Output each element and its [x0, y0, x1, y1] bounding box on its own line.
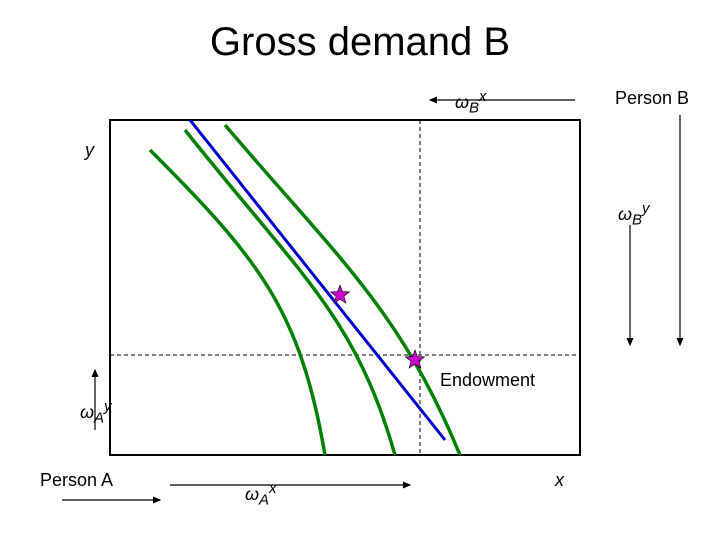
indiff-curve-3: [225, 125, 460, 455]
budget-line: [190, 120, 445, 440]
edgeworth-box: [110, 120, 580, 455]
slide: Gross demand B ωBx Person B y ωBy Endowm…: [0, 0, 720, 540]
diagram-svg: [0, 0, 720, 540]
curves-group: [150, 120, 460, 455]
indiff-curve-2: [185, 130, 395, 455]
